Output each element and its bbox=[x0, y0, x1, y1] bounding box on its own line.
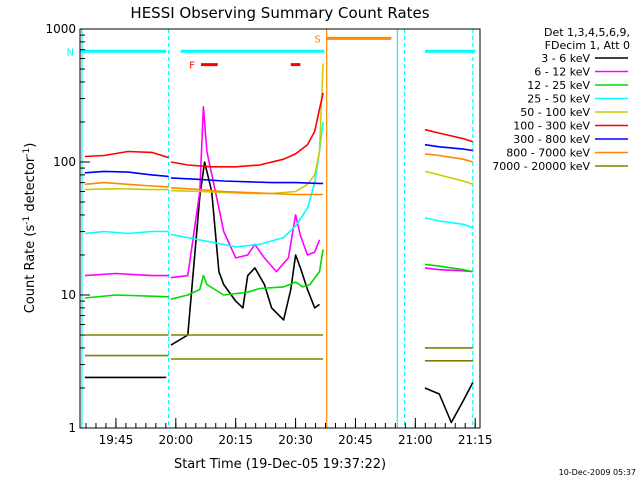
legend-label-7: 800 - 7000 keV bbox=[506, 147, 590, 160]
y-axis-label: Count Rate (s-1 detector-1) bbox=[22, 143, 38, 314]
y-tick-label-1: 10 bbox=[61, 288, 76, 302]
x-tick-label-4: 20:45 bbox=[338, 433, 373, 447]
series-line-3-seg-0 bbox=[84, 230, 169, 235]
series-line-6-seg-2 bbox=[424, 143, 473, 152]
series-line-3-seg-2 bbox=[424, 217, 474, 229]
series-line-4-seg-2 bbox=[424, 170, 474, 186]
series-line-4-seg-1 bbox=[170, 63, 324, 195]
series-line-2-seg-0 bbox=[84, 294, 169, 299]
legend-label-8: 7000 - 20000 keV bbox=[492, 160, 590, 173]
series-line-7-seg-0 bbox=[84, 181, 169, 188]
x-tick-label-2: 20:15 bbox=[218, 433, 253, 447]
legend-label-0: 3 - 6 keV bbox=[541, 52, 590, 65]
series-line-3-seg-1 bbox=[170, 121, 324, 248]
plot-area: N F S bbox=[67, 29, 476, 428]
y-tick-label-3: 1000 bbox=[45, 22, 76, 36]
plot-frame bbox=[79, 28, 481, 429]
series-line-2-seg-2 bbox=[424, 263, 473, 273]
legend-header-0: Det 1,3,4,5,6,9, bbox=[544, 26, 630, 39]
legend-label-1: 6 - 12 keV bbox=[534, 66, 590, 79]
x-tick-label-3: 20:30 bbox=[278, 433, 313, 447]
series-line-0-seg-2 bbox=[424, 382, 474, 424]
footer-timestamp: 10-Dec-2009 05:37 bbox=[559, 468, 636, 477]
legend-header-1: FDecim 1, Att 0 bbox=[545, 39, 630, 52]
legend-label-4: 50 - 100 keV bbox=[520, 106, 590, 119]
legend-label-6: 300 - 800 keV bbox=[513, 133, 590, 146]
flag-label-0: N bbox=[67, 47, 74, 58]
x-axis-label: Start Time (19-Dec-05 19:37:22) bbox=[174, 457, 386, 472]
series-line-6-seg-1 bbox=[170, 177, 324, 185]
series-line-6-seg-0 bbox=[84, 170, 169, 178]
flag-label-2: S bbox=[314, 34, 320, 45]
series-line-1-seg-1 bbox=[170, 106, 321, 279]
y-tick-label-2: 100 bbox=[53, 155, 76, 169]
x-tick-label-6: 21:15 bbox=[458, 433, 493, 447]
x-tick-label-5: 21:00 bbox=[398, 433, 433, 447]
series-line-7-seg-2 bbox=[424, 153, 474, 163]
series-line-5-seg-2 bbox=[424, 128, 474, 143]
series-line-5-seg-1 bbox=[170, 92, 324, 168]
legend: Det 1,3,4,5,6,9,FDecim 1, Att 03 - 6 keV… bbox=[492, 26, 630, 173]
series-line-2-seg-1 bbox=[170, 249, 324, 300]
chart-title: HESSI Observing Summary Count Rates bbox=[130, 4, 429, 22]
legend-label-3: 25 - 50 keV bbox=[527, 93, 590, 106]
axes: 1 10 100 1000 19:45 20:00 20:15 20:30 20:45 21:00… bbox=[45, 22, 492, 447]
flag-label-1: F bbox=[189, 61, 195, 72]
legend-label-5: 100 - 300 keV bbox=[513, 120, 590, 133]
series-line-5-seg-0 bbox=[84, 150, 169, 159]
x-tick-label-1: 20:00 bbox=[159, 433, 194, 447]
x-tick-label-0: 19:45 bbox=[99, 433, 134, 447]
series-line-4-seg-0 bbox=[84, 187, 169, 191]
y-tick-label-0: 1 bbox=[68, 421, 76, 435]
legend-label-2: 12 - 25 keV bbox=[527, 79, 590, 92]
series-line-1-seg-0 bbox=[84, 272, 169, 277]
series-line-7-seg-1 bbox=[170, 187, 324, 196]
